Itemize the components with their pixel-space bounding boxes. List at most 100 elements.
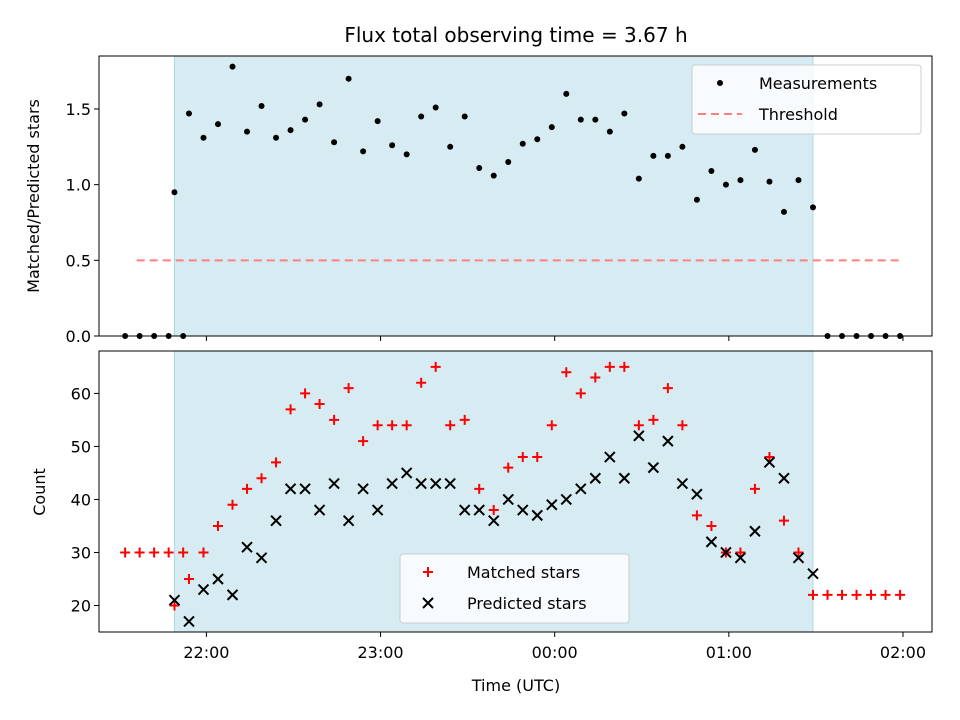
matched-star-point bbox=[401, 420, 412, 431]
matched-star-point bbox=[778, 515, 789, 526]
measurement-point bbox=[244, 128, 251, 135]
measurement-point bbox=[708, 168, 715, 175]
predicted-star-point bbox=[618, 472, 631, 484]
predicted-star-point bbox=[183, 615, 195, 628]
legend-marker-measurements bbox=[717, 80, 723, 86]
top-panel: 0.0 0.5 1.0 1.5 Measurements Threshold bbox=[66, 55, 933, 346]
matched-star-point bbox=[169, 600, 180, 611]
matched-star-point bbox=[314, 399, 325, 410]
matched-star-point bbox=[343, 383, 354, 394]
matched-star-point bbox=[561, 367, 572, 378]
matched-star-point bbox=[242, 483, 253, 494]
predicted-star-point bbox=[270, 514, 282, 527]
predicted-star-point bbox=[734, 552, 747, 564]
predicted-star-point bbox=[371, 504, 384, 516]
measurement-point bbox=[461, 113, 468, 120]
measurement-point bbox=[185, 110, 192, 117]
matched-star-point bbox=[120, 547, 131, 558]
measurement-point bbox=[650, 152, 657, 159]
matched-star-point bbox=[749, 483, 760, 494]
predicted-star-point bbox=[633, 430, 645, 442]
matched-star-point bbox=[256, 473, 267, 484]
y-tick-label: 50 bbox=[71, 437, 91, 456]
predicted-star-point bbox=[749, 525, 761, 537]
predicted-star-point bbox=[720, 546, 732, 559]
matched-star-point bbox=[213, 520, 223, 531]
matched-star-point bbox=[358, 436, 369, 447]
bottom-y-axis-label: Count bbox=[30, 468, 49, 516]
measurement-point bbox=[403, 151, 410, 158]
predicted-star-point bbox=[226, 589, 239, 601]
matched-star-point bbox=[619, 361, 630, 372]
measurement-point bbox=[432, 104, 439, 111]
y-tick-label: 20 bbox=[71, 596, 91, 615]
measurement-point bbox=[389, 142, 396, 149]
predicted-star-point bbox=[197, 583, 210, 596]
measurement-point bbox=[374, 118, 381, 125]
matched-star-point bbox=[329, 414, 340, 425]
matched-star-point bbox=[300, 388, 311, 399]
measurement-point bbox=[693, 196, 700, 203]
legend-marker-predicted bbox=[422, 597, 434, 609]
predicted-star-point bbox=[429, 477, 442, 490]
predicted-star-point bbox=[212, 573, 224, 585]
matched-star-point bbox=[227, 499, 238, 510]
bottom-panel: 20 30 40 50 60 22:00 23:00 00:00 01:00 02:00 Match… bbox=[71, 350, 933, 662]
matched-star-point bbox=[532, 452, 543, 463]
predicted-star-point bbox=[531, 509, 543, 522]
measurement-point bbox=[519, 140, 526, 147]
measurement-point bbox=[780, 208, 787, 215]
measurement-point bbox=[548, 124, 555, 131]
measurement-point bbox=[171, 189, 178, 196]
matched-star-point bbox=[198, 547, 209, 558]
measurement-point bbox=[737, 177, 744, 184]
predicted-star-point bbox=[560, 493, 573, 506]
chart-title: Flux total observing time = 3.67 h bbox=[344, 23, 687, 47]
measurement-point bbox=[345, 75, 352, 82]
predicted-star-point bbox=[357, 483, 369, 495]
y-tick-label: 1.0 bbox=[66, 176, 91, 195]
predicted-star-point bbox=[328, 477, 340, 490]
legend: Matched stars Predicted stars bbox=[399, 553, 630, 624]
matched-star-point bbox=[183, 573, 194, 584]
legend-label: Matched stars bbox=[467, 563, 580, 582]
predicted-star-point bbox=[299, 483, 311, 495]
measurement-point bbox=[795, 177, 802, 184]
matched-star-point bbox=[590, 372, 601, 383]
matched-star-point bbox=[706, 520, 717, 531]
matched-star-point bbox=[134, 547, 145, 558]
predicted-star-point bbox=[444, 477, 456, 490]
matched-star-point bbox=[822, 589, 833, 600]
measurement-point bbox=[215, 121, 221, 128]
matched-star-point bbox=[633, 420, 644, 431]
matched-star-point bbox=[503, 462, 514, 473]
measurement-point bbox=[577, 116, 584, 123]
matched-star-point bbox=[459, 414, 470, 425]
y-tick-label: 0.0 bbox=[66, 327, 91, 346]
measurement-point bbox=[766, 178, 773, 185]
x-tick-label: 02:00 bbox=[880, 643, 926, 662]
matched-star-point bbox=[648, 414, 659, 425]
plot-frame bbox=[98, 350, 933, 633]
predicted-star-point bbox=[502, 493, 514, 506]
predicted-star-point bbox=[691, 488, 703, 500]
measurement-point bbox=[606, 128, 613, 135]
measurement-point bbox=[722, 181, 729, 188]
matched-star-point bbox=[735, 547, 746, 558]
measurement-point bbox=[476, 165, 483, 171]
measurement-point bbox=[360, 148, 367, 155]
predicted-star-point bbox=[458, 504, 471, 516]
predicted-star-point bbox=[342, 514, 355, 527]
matched-star-point bbox=[163, 547, 174, 558]
predicted-star-point bbox=[386, 477, 398, 490]
legend: Measurements Threshold bbox=[691, 64, 922, 135]
predicted-star-point bbox=[241, 541, 253, 553]
measurement-point bbox=[490, 172, 497, 179]
matched-star-point bbox=[416, 377, 427, 388]
matched-star-point bbox=[866, 589, 877, 600]
predicted-star-point bbox=[255, 552, 268, 564]
matched-star-point bbox=[851, 589, 862, 600]
matched-star-point bbox=[764, 452, 775, 463]
predicted-star-point bbox=[575, 483, 587, 495]
matched-star-point bbox=[604, 361, 615, 372]
